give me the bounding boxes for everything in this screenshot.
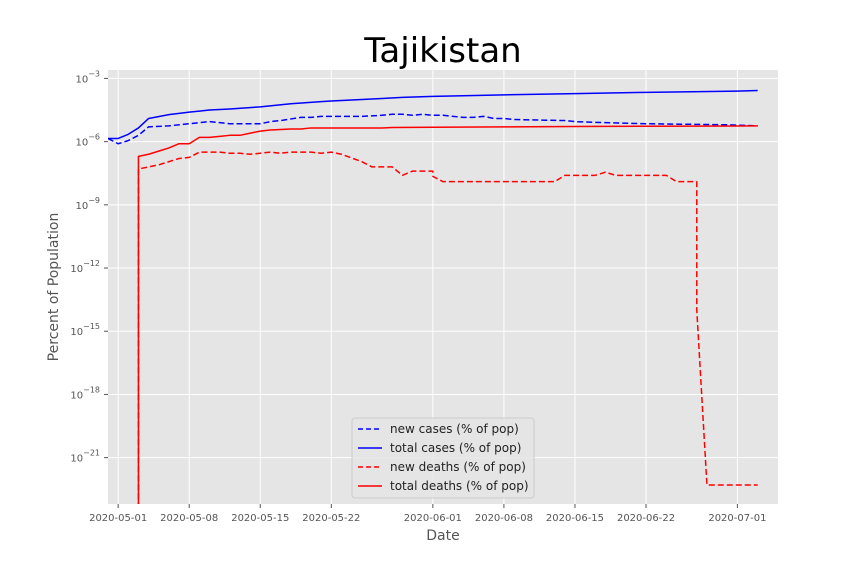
chart-title: Tajikistan [363, 31, 521, 71]
series-line-1 [108, 113, 758, 145]
series-line-3 [137, 151, 758, 504]
x-tick-label: 2020-05-08 [160, 513, 218, 524]
y-tick-label: 10−15 [70, 322, 100, 338]
legend-label: total cases (% of pop) [390, 441, 521, 455]
x-tick-label: 2020-07-01 [708, 513, 766, 524]
y-tick-label: 10−21 [70, 449, 100, 465]
grid [108, 70, 778, 504]
legend-box [351, 417, 535, 499]
axis-ticks: 2020-05-01 2020-05-08 2020-05-15 2020-05-22… [70, 69, 766, 524]
x-tick-label: 2020-06-22 [617, 513, 675, 524]
y-tick-label: 10−18 [70, 385, 100, 401]
legend-label: new deaths (% of pop) [390, 460, 526, 474]
series-line-4 [137, 125, 758, 504]
y-tick-label: 10−9 [75, 196, 100, 212]
series-layer [108, 89, 758, 504]
y-tick-label: 10−6 [75, 133, 100, 149]
x-tick-label: 2020-06-15 [546, 513, 604, 524]
legend-label: total deaths (% of pop) [390, 479, 529, 493]
legend-label: new cases (% of pop) [390, 422, 519, 436]
x-tick-label: 2020-05-15 [231, 513, 289, 524]
x-tick-label: 2020-05-22 [302, 513, 360, 524]
y-tick-label: 10−12 [70, 259, 100, 275]
x-tick-label: 2020-06-01 [404, 513, 462, 524]
y-tick-label: 10−3 [75, 69, 100, 85]
x-tick-label: 2020-06-08 [475, 513, 533, 524]
series-line-2 [108, 89, 758, 140]
y-axis-label: Percent of Population [46, 213, 62, 362]
x-tick-label: 2020-05-01 [89, 513, 147, 524]
x-axis-label: Date [426, 528, 459, 544]
legend: new cases (% of pop) total cases (% of po… [351, 417, 535, 499]
